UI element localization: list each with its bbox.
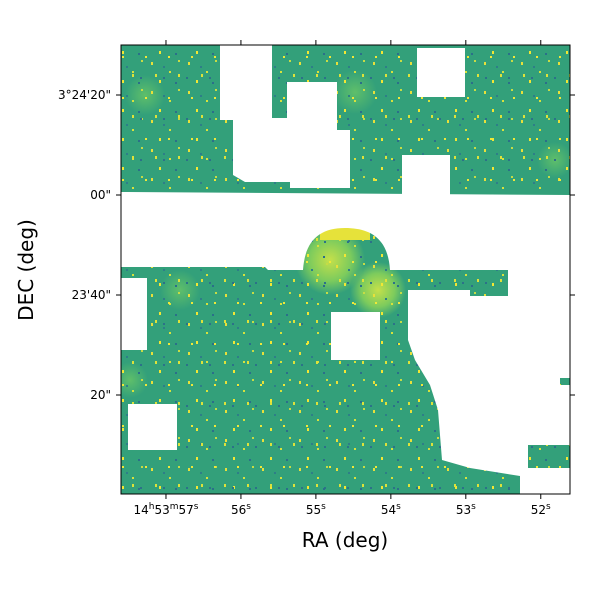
x-tick-label: 52s — [531, 502, 551, 517]
y-tick-label: 00" — [90, 188, 111, 202]
x-tick-label: 53s — [456, 502, 476, 517]
x-tick-label: 14h53m57s — [133, 502, 198, 517]
x-tick-label: 56s — [231, 502, 251, 517]
y-tick-label: 20" — [90, 388, 111, 402]
y-tick-label: 3°24'20" — [58, 88, 111, 102]
y-axis-label: DEC (deg) — [14, 219, 38, 321]
plot-frame — [120, 44, 571, 495]
x-tick-label: 54s — [381, 502, 401, 517]
image — [121, 45, 570, 494]
x-tick-label: 55s — [306, 502, 326, 517]
y-tick-label: 23'40" — [72, 288, 111, 302]
x-axis-label: RA (deg) — [302, 528, 388, 552]
mask — [121, 45, 570, 494]
